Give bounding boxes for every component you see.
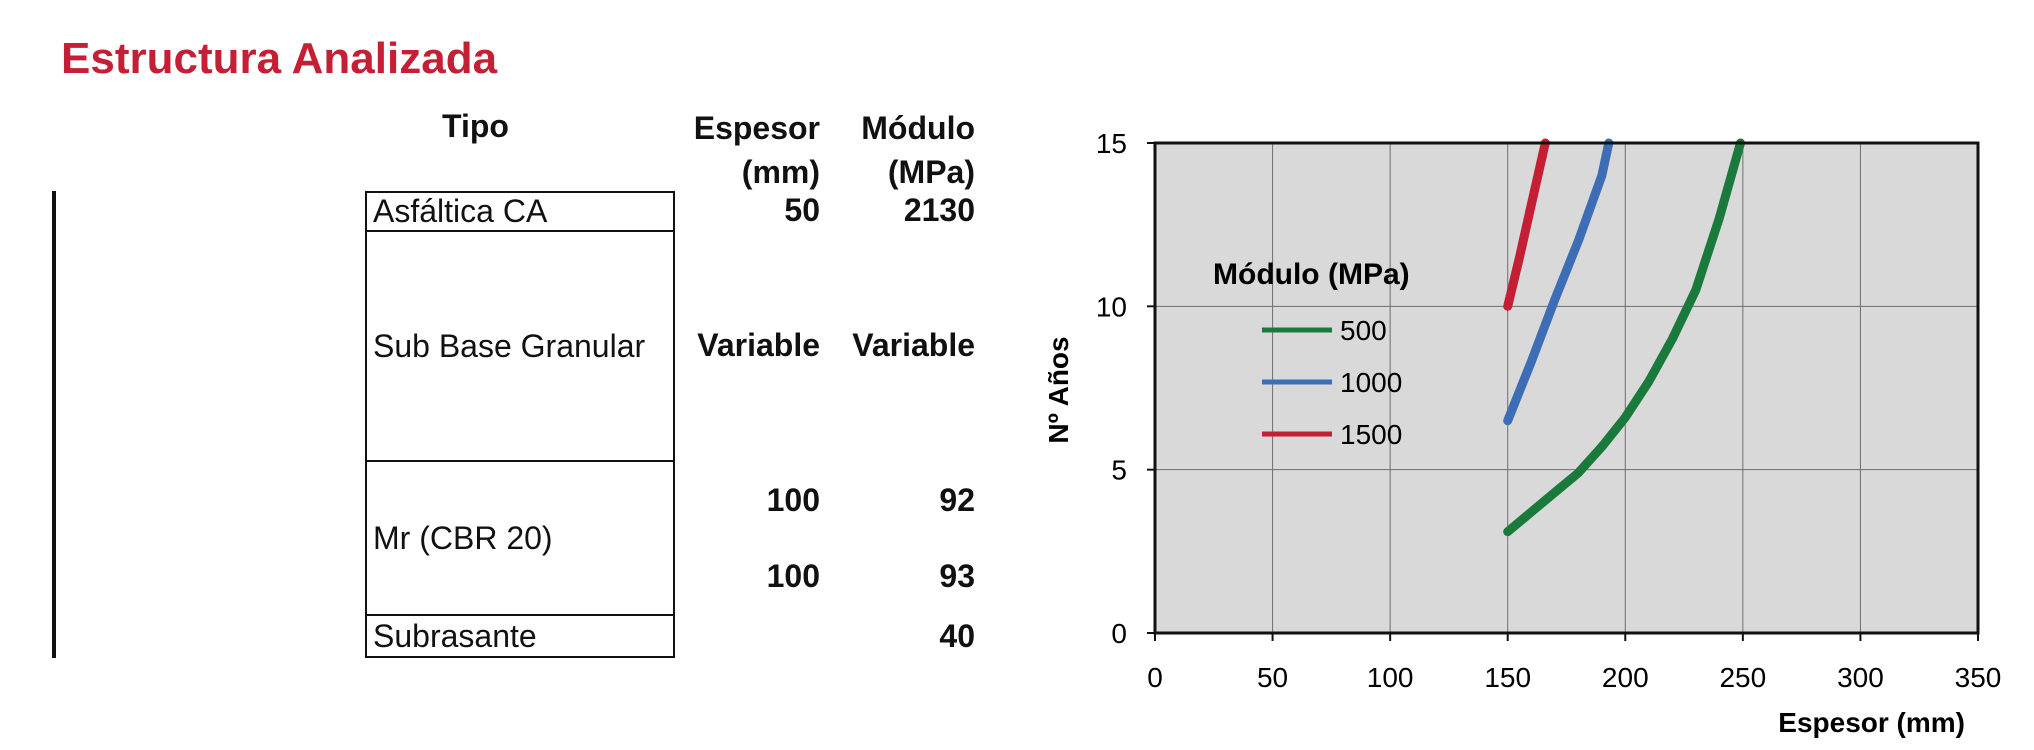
header-modulo-line1: Módulo	[861, 110, 975, 146]
y-axis-label: Nº Años	[1043, 336, 1074, 443]
layer-modulo-mr-2: 93	[939, 558, 975, 594]
layer-espesor-subbase: Variable	[697, 327, 820, 363]
series-line-1500	[1503, 138, 1550, 311]
legend-items: 500 1000 1500	[1262, 315, 1402, 450]
plot-background	[1155, 143, 1978, 633]
legend-title: Módulo (MPa)	[1213, 258, 1410, 291]
layer-name-asfaltica: Asfáltica CA	[365, 191, 675, 232]
layer-espesor-mr-2: 100	[766, 558, 820, 594]
header-tipo: Tipo	[442, 108, 509, 144]
layer-modulo-subrasante: 40	[939, 618, 975, 654]
series-lines	[1503, 138, 1745, 537]
layer-name-mr: Mr (CBR 20)	[365, 460, 675, 616]
x-tick-label: 150	[1484, 662, 1531, 693]
header-modulo-line2: (MPa)	[887, 154, 975, 190]
series-line-1000	[1503, 138, 1614, 426]
layer-espesor-asfaltica: 50	[784, 192, 820, 228]
x-tick-label: 350	[1955, 662, 2002, 693]
x-tick-labels: 0 50 100 150 200 250 300 350	[1147, 662, 2001, 693]
y-tick-label: 0	[1111, 618, 1127, 649]
header-espesor-line2: (mm)	[741, 154, 820, 190]
x-tick-label: 100	[1367, 662, 1414, 693]
layer-name-subrasante: Subrasante	[365, 614, 675, 658]
header-espesor: Espesor (mm)	[660, 106, 820, 194]
y-tick-label: 5	[1111, 455, 1127, 486]
y-tick-labels: 0 5 10 15	[1096, 128, 1127, 649]
legend-label-1000: 1000	[1340, 367, 1402, 398]
x-tick-label: 250	[1719, 662, 1766, 693]
series-line-500	[1503, 138, 1745, 537]
header-modulo: Módulo (MPa)	[820, 106, 975, 194]
legend: Módulo (MPa) 500 1000 1500	[1213, 258, 1410, 450]
x-tick-label: 0	[1147, 662, 1163, 693]
layer-modulo-asfaltica: 2130	[903, 192, 975, 228]
y-tick-label: 15	[1096, 128, 1127, 159]
header-espesor-line1: Espesor	[693, 110, 820, 146]
x-tick-label: 50	[1257, 662, 1288, 693]
layer-name-subbase: Sub Base Granular	[365, 230, 675, 462]
page-title: Estructura Analizada	[61, 34, 498, 83]
plot-border	[1153, 141, 1980, 635]
y-tick-label: 10	[1096, 291, 1127, 322]
layer-espesor-mr-1: 100	[766, 482, 820, 518]
x-tick-label: 200	[1602, 662, 1649, 693]
layer-swatch-subrasante	[52, 614, 56, 658]
layer-modulo-subbase: Variable	[852, 327, 975, 363]
x-tick-label: 300	[1837, 662, 1884, 693]
legend-label-500: 500	[1340, 315, 1387, 346]
x-axis-label: Espesor (mm)	[1778, 707, 1965, 738]
layer-modulo-mr-1: 92	[939, 482, 975, 518]
tick-marks	[1147, 142, 1979, 641]
legend-label-1500: 1500	[1340, 419, 1402, 450]
